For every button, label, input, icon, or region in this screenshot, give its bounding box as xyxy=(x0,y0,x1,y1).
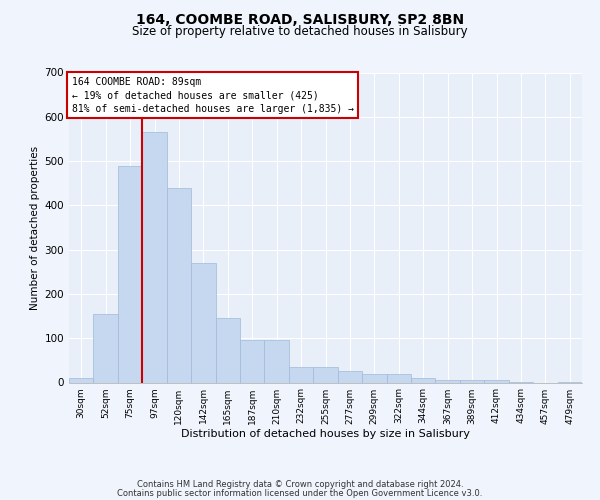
Bar xyxy=(142,132,167,382)
Bar xyxy=(191,263,215,382)
Bar xyxy=(69,378,94,382)
Bar xyxy=(460,380,484,382)
Text: Contains public sector information licensed under the Open Government Licence v3: Contains public sector information licen… xyxy=(118,488,482,498)
Y-axis label: Number of detached properties: Number of detached properties xyxy=(31,146,40,310)
Bar xyxy=(118,166,142,382)
Bar xyxy=(436,380,460,382)
Bar xyxy=(215,318,240,382)
Text: Contains HM Land Registry data © Crown copyright and database right 2024.: Contains HM Land Registry data © Crown c… xyxy=(137,480,463,489)
Bar xyxy=(484,380,509,382)
Text: Size of property relative to detached houses in Salisbury: Size of property relative to detached ho… xyxy=(132,25,468,38)
Bar xyxy=(289,367,313,382)
Bar xyxy=(94,314,118,382)
Bar xyxy=(338,372,362,382)
Bar xyxy=(313,367,338,382)
Bar xyxy=(265,340,289,382)
X-axis label: Distribution of detached houses by size in Salisbury: Distribution of detached houses by size … xyxy=(181,430,470,440)
Text: 164, COOMBE ROAD, SALISBURY, SP2 8BN: 164, COOMBE ROAD, SALISBURY, SP2 8BN xyxy=(136,12,464,26)
Bar xyxy=(240,340,265,382)
Bar xyxy=(167,188,191,382)
Text: 164 COOMBE ROAD: 89sqm
← 19% of detached houses are smaller (425)
81% of semi-de: 164 COOMBE ROAD: 89sqm ← 19% of detached… xyxy=(71,77,353,114)
Bar xyxy=(411,378,436,382)
Bar xyxy=(362,374,386,382)
Bar xyxy=(386,374,411,382)
